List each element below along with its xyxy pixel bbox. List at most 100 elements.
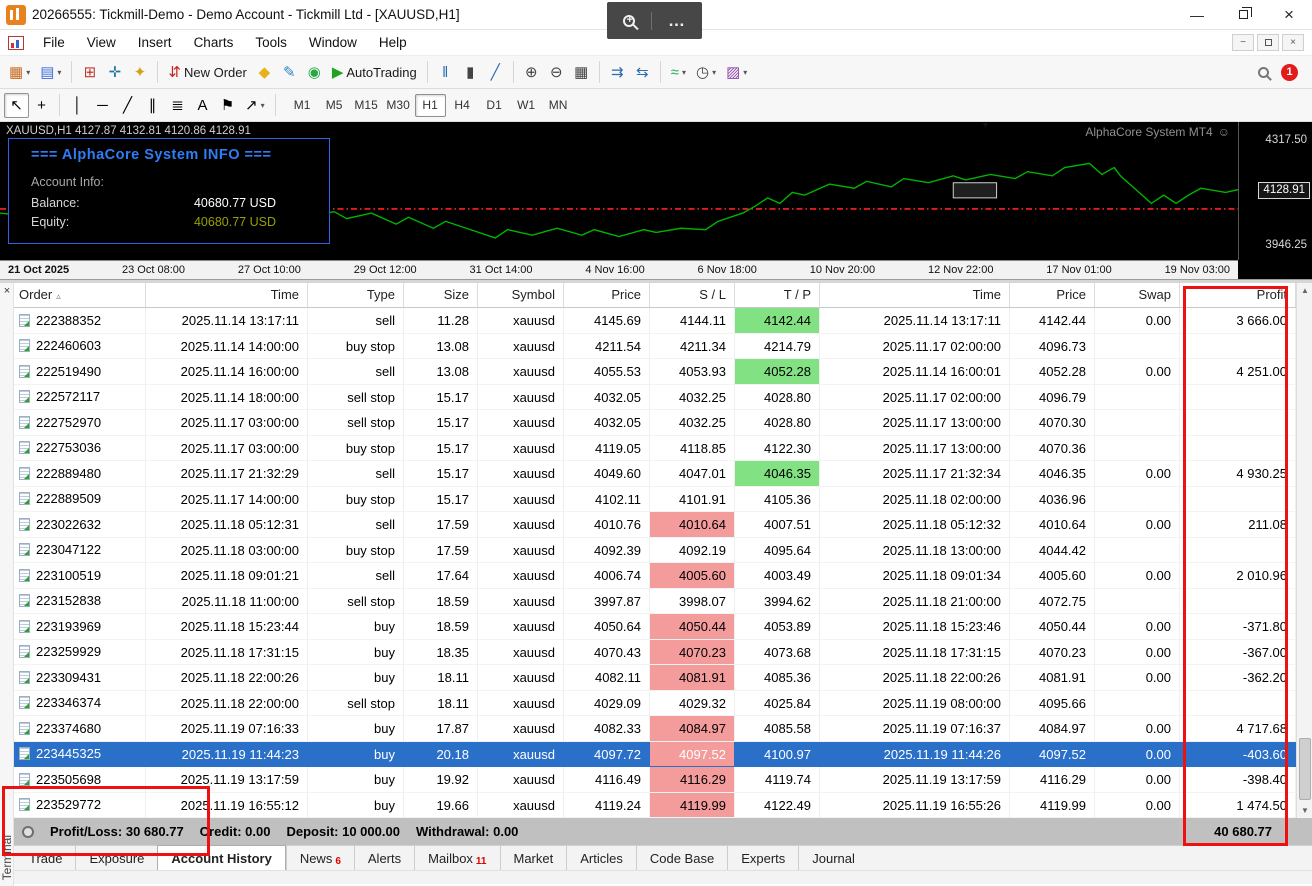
templates-button[interactable]: ▨ ▾: [721, 60, 752, 85]
column-header-sl[interactable]: S / L: [650, 283, 735, 308]
tab-experts[interactable]: Experts: [727, 846, 798, 870]
timeframe-mn[interactable]: MN: [548, 98, 568, 112]
trendline-tool[interactable]: ╱: [115, 93, 140, 118]
data-window-button[interactable]: ✛: [102, 60, 127, 85]
table-row[interactable]: 222460603 2025.11.14 14:00:00 buy stop 13.0…: [14, 333, 1312, 359]
vertical-line-tool[interactable]: │: [65, 93, 90, 118]
menu-item-help[interactable]: Help: [378, 34, 407, 50]
channel-tool[interactable]: ∥: [140, 93, 165, 118]
terminal-close-icon[interactable]: ×: [3, 285, 11, 297]
table-row[interactable]: 222889480 2025.11.17 21:32:29 sell 15.17 xau…: [14, 461, 1312, 487]
notification-badge[interactable]: 1: [1281, 63, 1298, 81]
scrollbar-thumb[interactable]: [1299, 738, 1311, 800]
zoom-tool-icon[interactable]: [623, 14, 635, 27]
mdi-restore-button[interactable]: [1257, 34, 1279, 51]
table-row[interactable]: 223152838 2025.11.18 11:00:00 sell stop 18.…: [14, 588, 1312, 614]
profiles-button[interactable]: ▤ ▾: [35, 60, 66, 85]
table-row[interactable]: 222519490 2025.11.14 16:00:00 sell 13.08 xau…: [14, 359, 1312, 385]
experts-button[interactable]: ✎: [277, 60, 302, 85]
column-header-tp[interactable]: T / P: [735, 283, 820, 308]
column-header-time[interactable]: Time: [820, 283, 1010, 308]
new-order-button[interactable]: ⇵ New Order: [163, 60, 251, 85]
menu-item-charts[interactable]: Charts: [193, 34, 234, 50]
column-header-price[interactable]: Price: [564, 283, 650, 308]
shapes-dropdown[interactable]: ↗ ▾: [240, 93, 270, 118]
new-chart-button[interactable]: ▦ ▾: [4, 60, 35, 85]
timeframe-m30[interactable]: M30: [386, 98, 410, 112]
auto-scroll-button[interactable]: ⇉: [605, 60, 630, 85]
table-row[interactable]: 223309431 2025.11.18 22:00:26 buy 18.11 xauu…: [14, 665, 1312, 691]
menu-item-insert[interactable]: Insert: [137, 34, 172, 50]
tab-trade[interactable]: Trade: [16, 846, 75, 870]
table-row[interactable]: 222753036 2025.11.17 03:00:00 buy stop 15.1…: [14, 435, 1312, 461]
line-chart-button[interactable]: ╱: [483, 60, 508, 85]
table-row[interactable]: 222752970 2025.11.17 03:00:00 sell stop 15.…: [14, 410, 1312, 436]
price-scale[interactable]: 4317.50 4128.91 3946.25: [1238, 122, 1312, 260]
tab-market[interactable]: Market: [499, 846, 567, 870]
cursor-tool[interactable]: ↖: [4, 92, 29, 118]
table-row[interactable]: 223022632 2025.11.18 05:12:31 sell 17.59 xau…: [14, 512, 1312, 538]
table-row[interactable]: 222388352 2025.11.14 13:17:11 sell 11.28 xau…: [14, 308, 1312, 334]
tab-exposure[interactable]: Exposure: [75, 846, 157, 870]
bar-chart-button[interactable]: ‖: [433, 60, 458, 85]
column-header-size[interactable]: Size: [404, 283, 478, 308]
tile-windows-button[interactable]: ▦: [569, 60, 594, 85]
navigator-button[interactable]: ✦: [127, 60, 152, 85]
market-watch-button[interactable]: ⊞: [77, 60, 102, 85]
mdi-minimize-button[interactable]: −: [1232, 34, 1254, 51]
menu-item-file[interactable]: File: [43, 34, 65, 50]
table-row[interactable]: 223193969 2025.11.18 15:23:44 buy 18.59 xauu…: [14, 614, 1312, 640]
autotrading-button[interactable]: ▶ AutoTrading: [327, 60, 422, 85]
scroll-down-icon[interactable]: ▼: [1301, 806, 1309, 815]
tab-articles[interactable]: Articles: [566, 846, 636, 870]
table-row[interactable]: 223259929 2025.11.18 17:31:15 buy 18.35 xauu…: [14, 639, 1312, 665]
timeframe-m1[interactable]: M1: [293, 98, 311, 112]
table-scrollbar[interactable]: ▲ ▼: [1296, 283, 1312, 818]
chart-shift-button[interactable]: ⇆: [630, 60, 655, 85]
search-icon[interactable]: [1258, 66, 1269, 78]
timeframe-d1[interactable]: D1: [486, 98, 502, 112]
table-row[interactable]: 223047122 2025.11.18 03:00:00 buy stop 17.5…: [14, 537, 1312, 563]
table-row[interactable]: 222572117 2025.11.14 18:00:00 sell stop 15.…: [14, 384, 1312, 410]
table-row[interactable]: 223346374 2025.11.18 22:00:00 sell stop 18.…: [14, 690, 1312, 716]
tab-code-base[interactable]: Code Base: [635, 846, 727, 870]
table-row[interactable]: 222889509 2025.11.17 14:00:00 buy stop 15.1…: [14, 486, 1312, 512]
fibonacci-tool[interactable]: ≣: [165, 93, 190, 118]
column-header-profit[interactable]: Profit: [1180, 283, 1296, 308]
menu-item-view[interactable]: View: [86, 34, 116, 50]
tab-news[interactable]: News 6: [285, 846, 354, 870]
horizontal-line-tool[interactable]: ─: [90, 93, 115, 118]
column-header-time[interactable]: Time: [146, 283, 308, 308]
community-button[interactable]: ◉: [302, 60, 327, 85]
tab-journal[interactable]: Journal: [798, 846, 868, 870]
crosshair-tool[interactable]: +: [29, 93, 54, 118]
timeframe-h1[interactable]: H1: [414, 93, 446, 117]
timeframe-w1[interactable]: W1: [517, 98, 536, 112]
column-header-swap[interactable]: Swap: [1095, 283, 1180, 308]
minimize-button[interactable]: —: [1190, 6, 1204, 23]
timeframe-m5[interactable]: M5: [325, 98, 343, 112]
tab-mailbox[interactable]: Mailbox 11: [414, 846, 499, 870]
metaeditor-button[interactable]: ◆: [252, 60, 277, 85]
text-tool[interactable]: A: [190, 93, 215, 118]
table-row[interactable]: 223505698 2025.11.19 13:17:59 buy 19.92 xauu…: [14, 767, 1312, 793]
tab-account-history[interactable]: Account History: [157, 845, 286, 870]
zoom-out-button[interactable]: ⊖: [544, 60, 569, 85]
timeframe-m15[interactable]: M15: [354, 98, 378, 112]
table-row[interactable]: 223529772 2025.11.19 16:55:12 buy 19.66 xauu…: [14, 792, 1312, 818]
candlestick-chart-button[interactable]: ▮: [458, 60, 483, 85]
menu-item-tools[interactable]: Tools: [255, 34, 287, 50]
restore-button[interactable]: [1220, 0, 1266, 29]
column-header-price[interactable]: Price: [1010, 283, 1095, 308]
indicators-button[interactable]: ≈ ▾: [666, 60, 691, 85]
table-row[interactable]: 223374680 2025.11.19 07:16:33 buy 17.87 xauu…: [14, 716, 1312, 742]
label-tool[interactable]: ⚑: [215, 93, 240, 118]
close-button[interactable]: ×: [1284, 4, 1294, 24]
timeframe-h4[interactable]: H4: [454, 98, 470, 112]
scroll-up-icon[interactable]: ▲: [1301, 286, 1309, 295]
periods-button[interactable]: ◷ ▾: [691, 60, 721, 85]
zoom-in-button[interactable]: ⊕: [519, 60, 544, 85]
column-header-order[interactable]: Order ▵: [14, 283, 146, 308]
menu-item-window[interactable]: Window: [308, 34, 357, 50]
splitter-grip-icon[interactable]: ▼: [981, 120, 990, 130]
